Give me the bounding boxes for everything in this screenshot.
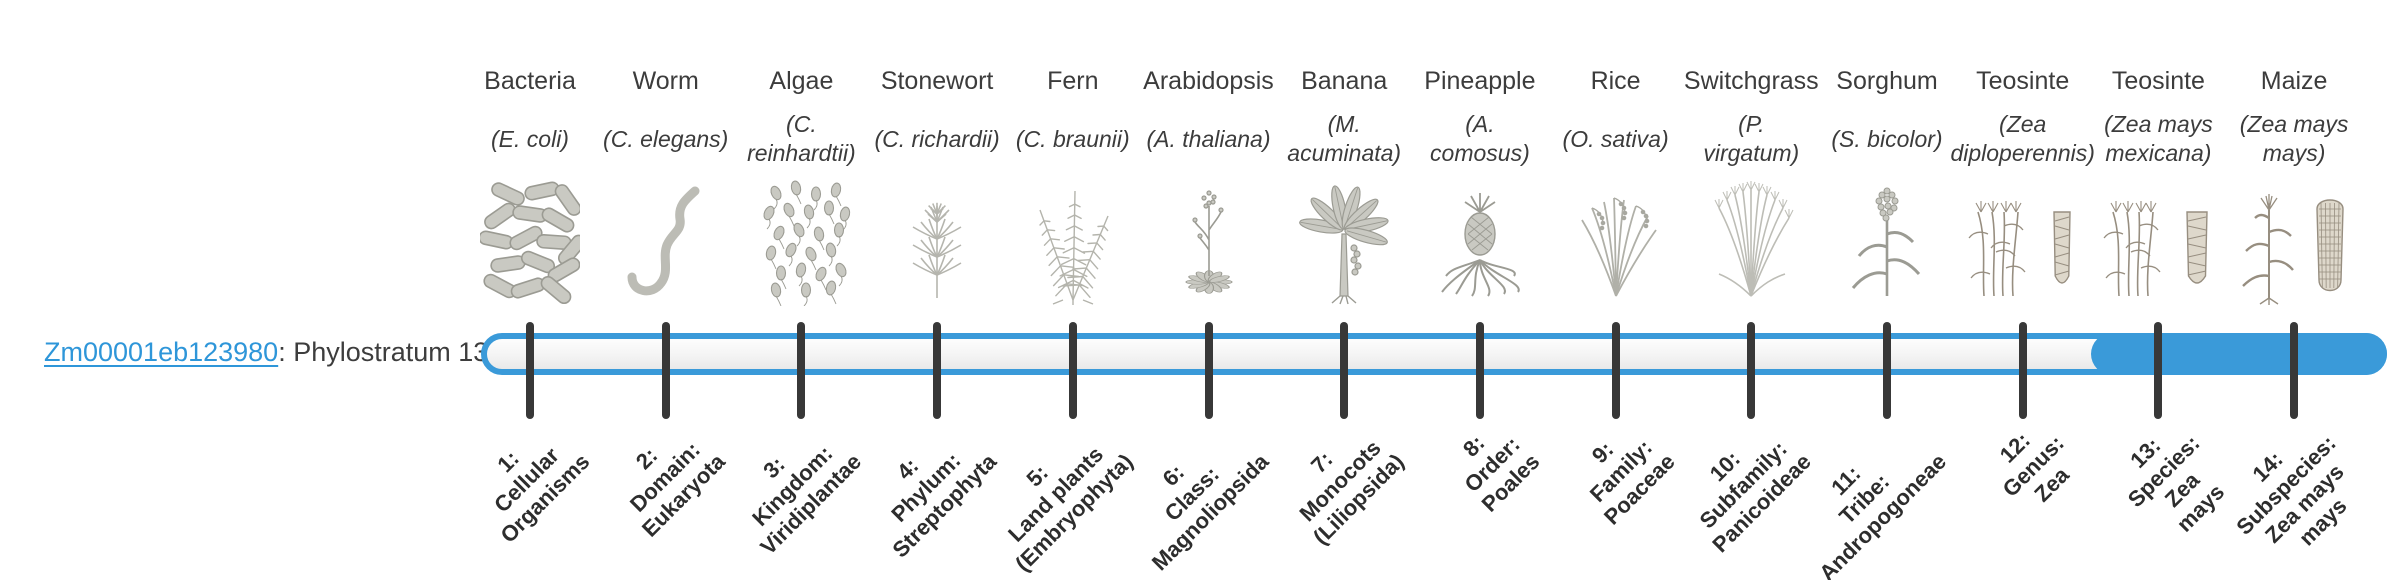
organism-column-label: Teosinte (Zea diploperennis) (1948, 66, 2098, 176)
arabidopsis-icon (1143, 176, 1275, 306)
species-name: (A. thaliana) (1146, 125, 1271, 152)
fern-icon (1007, 176, 1139, 306)
stratum-tick-9 (1611, 322, 1620, 419)
organism-name: Switchgrass (1683, 67, 1819, 95)
species-name: (Zea diploperennis) (1950, 111, 2095, 166)
clade-label-11: 11: Tribe: Andropogoneae (1814, 448, 1952, 580)
organism-name: Pineapple (1424, 67, 1536, 95)
species-name: (C. reinhardtii) (747, 111, 856, 166)
pineapple-icon (1414, 176, 1546, 306)
organism-column-label: Stonewort (C. richardii) (862, 66, 1012, 176)
clade-label-4: 4: Phylum: Streptophyta (886, 447, 1002, 563)
algae-icon (735, 176, 867, 306)
organism-column-label: Sorghum (S. bicolor) (1812, 66, 1962, 176)
species-name: (Zea mays mexicana) (2104, 111, 2213, 166)
teosinte-mexicana-icon (2092, 176, 2224, 306)
organism-column-label: Arabidopsis (A. thaliana) (1134, 66, 1284, 176)
organism-name: Algae (769, 67, 834, 95)
banana-icon (1278, 176, 1410, 306)
organism-column-label: Pineapple (A. comosus) (1405, 66, 1555, 176)
organism-column-label: Rice (O. sativa) (1541, 66, 1691, 176)
organism-name: Teosinte (1976, 67, 2070, 95)
organism-name: Stonewort (880, 67, 994, 95)
clade-label-5: 5: Land plants (Embryophyta) (1002, 441, 1138, 577)
stratum-tick-7 (1340, 322, 1349, 419)
stratum-tick-8 (1475, 322, 1484, 419)
switchgrass-icon (1685, 176, 1817, 306)
rice-icon (1550, 176, 1682, 306)
organism-column-label: Switchgrass (P. virgatum) (1676, 66, 1826, 176)
species-name: (S. bicolor) (1831, 125, 1943, 152)
clade-label-7: 7: Monocots (Liliopsida) (1294, 435, 1409, 550)
organism-name: Worm (632, 67, 699, 95)
organism-column-label: Worm (C. elegans) (591, 66, 741, 176)
worm-icon (600, 176, 732, 306)
stratum-tick-6 (1204, 322, 1213, 419)
stratum-tick-10 (1747, 322, 1756, 419)
species-name: (P. virgatum) (1703, 111, 1800, 166)
teosinte-diploperennis-icon (1957, 176, 2089, 306)
clade-label-1: 1: Cellular Organisms (489, 442, 595, 548)
gene-label: Zm00001eb123980: Phylostratum 13 (44, 337, 488, 368)
stratum-tick-3 (797, 322, 806, 419)
clade-label-9: 9: Family: Poaceae (1585, 434, 1681, 530)
clade-label-13: 13: Species: Zea mays (2122, 430, 2230, 537)
stratum-tick-14 (2290, 322, 2299, 419)
organism-name: Banana (1301, 67, 1388, 95)
species-name: (A. comosus) (1430, 111, 1530, 166)
clade-label-2: 2: Domain: Eukaryota (625, 436, 731, 542)
organism-column-label: Fern (C. braunii) (998, 66, 1148, 176)
species-name: (M. acuminata) (1287, 111, 1402, 166)
bacteria-icon (464, 176, 596, 306)
maize-icon (2228, 176, 2360, 306)
stonewort-icon (871, 176, 1003, 306)
sorghum-icon (1821, 176, 1953, 306)
stratum-tick-11 (1883, 322, 1891, 419)
species-name: (E. coli) (491, 125, 569, 152)
species-name: (O. sativa) (1562, 125, 1669, 152)
organism-name: Sorghum (1836, 67, 1938, 95)
stratum-tick-4 (933, 322, 942, 419)
organism-column-label: Maize (Zea mays mays) (2219, 66, 2369, 176)
stratum-tick-5 (1068, 322, 1077, 419)
species-name: (C. richardii) (874, 125, 1000, 152)
gene-link[interactable]: Zm00001eb123980 (44, 337, 279, 367)
stratum-tick-13 (2154, 322, 2163, 419)
stratum-tick-2 (661, 322, 670, 419)
organism-name: Arabidopsis (1143, 67, 1274, 95)
species-name: (C. elegans) (603, 125, 729, 152)
clade-label-3: 3: Kingdom: Viridiplantae (746, 440, 866, 560)
bar-highlight-fill (2090, 333, 2387, 375)
clade-label-14: 14: Subspecies: Zea mays mays (2230, 430, 2352, 551)
organism-name: Rice (1590, 67, 1641, 95)
species-name: (Zea mays mays) (2239, 111, 2349, 166)
organism-column-label: Teosinte (Zea mays mexicana) (2083, 66, 2233, 176)
gene-phylostratum-text: : Phylostratum 13 (278, 337, 489, 367)
clade-label-12: 12: Genus: Zea (1994, 427, 2074, 507)
organism-name: Teosinte (2111, 67, 2205, 95)
organism-column-label: Banana (M. acuminata) (1269, 66, 1419, 176)
organism-column-label: Algae (C. reinhardtii) (726, 66, 876, 176)
stratum-tick-12 (2018, 322, 2027, 419)
organism-name: Maize (2260, 67, 2328, 95)
species-name: (C. braunii) (1015, 125, 1130, 152)
organism-name: Bacteria (484, 67, 576, 95)
clade-label-6: 6: Class: Magnoliopsida (1146, 448, 1273, 576)
stratum-tick-1 (526, 322, 534, 419)
clade-label-8: 8: Order: Poales (1457, 430, 1545, 517)
organism-column-label: Bacteria (E. coli) (455, 66, 605, 176)
organism-name: Fern (1047, 67, 1099, 95)
